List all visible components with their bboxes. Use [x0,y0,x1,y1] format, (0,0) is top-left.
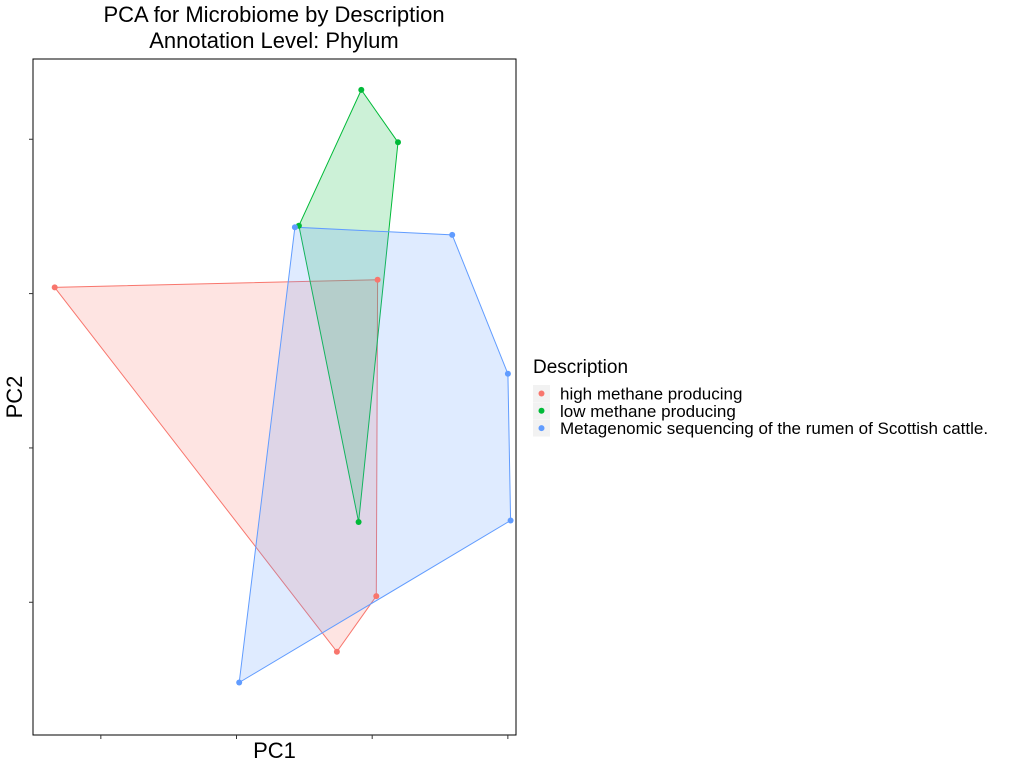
point-metagenomic-sequencing-of-the-rumen-of-scottish-cattle-4 [507,517,514,524]
y-axis-title: PC2 [2,376,27,419]
point-low-methane-producing-2 [395,139,401,146]
legend-key-metagenomic-sequencing-of-the-rumen-of-scottish-cattle [538,425,545,432]
hull-metagenomic-sequencing-of-the-rumen-of-scottish-cattle [238,226,512,684]
point-metagenomic-sequencing-of-the-rumen-of-scottish-cattle-2 [449,231,456,238]
legend-title: Description [533,357,628,378]
x-axis-ticks [100,735,509,739]
hulls-layer [53,88,512,684]
point-metagenomic-sequencing-of-the-rumen-of-scottish-cattle-1 [291,224,298,231]
x-axis-title: PC1 [253,738,296,763]
point-high-methane-producing-3 [373,593,380,600]
legend-label-low-methane-producing: low methane producing [560,402,736,421]
point-low-methane-producing-4 [355,519,362,525]
point-metagenomic-sequencing-of-the-rumen-of-scottish-cattle-5 [236,679,243,686]
point-metagenomic-sequencing-of-the-rumen-of-scottish-cattle-3 [504,370,511,377]
chart-title-line-1: PCA for Microbiome by Description [103,2,444,27]
point-high-methane-producing-2 [374,276,381,283]
legend-label-high-methane-producing: high methane producing [560,385,742,404]
chart-title-line-2: Annotation Level: Phylum [149,28,399,53]
point-low-methane-producing-1 [358,86,365,93]
legend-key-high-methane-producing [538,390,545,397]
point-high-methane-producing-4 [333,648,340,655]
points-layer [51,86,514,686]
point-high-methane-producing-1 [51,284,58,291]
plot-panel-border [32,58,517,736]
legend-label-metagenomic-sequencing-of-the-rumen-of-scottish-cattle: Metagenomic sequencing of the rumen of S… [560,419,988,438]
y-axis-ticks [29,138,33,603]
legend-key-low-methane-producing [538,407,545,414]
